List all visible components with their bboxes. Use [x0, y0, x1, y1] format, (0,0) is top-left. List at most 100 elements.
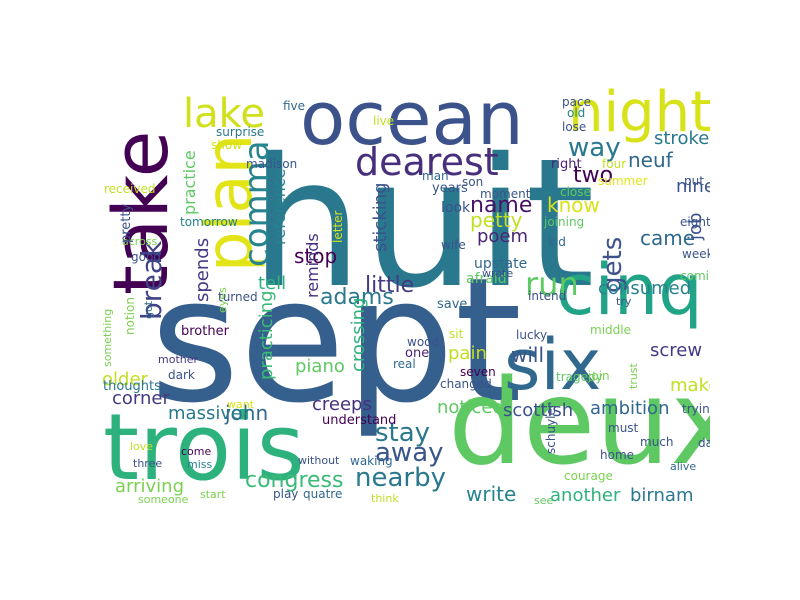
word-mother: mother	[158, 353, 199, 366]
word-dearest: dearest	[355, 140, 499, 184]
word-got: got	[142, 300, 155, 319]
word-tell: tell	[258, 273, 287, 294]
word-pain: pain	[448, 343, 487, 364]
word-tomorrow: tomorrow	[180, 215, 238, 229]
word-practice: practice	[180, 150, 199, 215]
word-day: day	[698, 436, 710, 450]
word-madison: madison	[246, 157, 298, 171]
word-four: four	[602, 157, 627, 171]
word-alive: alive	[670, 460, 697, 473]
word-name: name	[470, 193, 533, 218]
word-arriving: arriving	[115, 476, 185, 497]
word-play: play	[273, 487, 299, 501]
word-without: without	[298, 454, 340, 467]
word-nearby: nearby	[355, 463, 446, 493]
word-across: across	[122, 235, 158, 248]
word-man: man	[422, 169, 449, 183]
word-tragedy: tragedy	[556, 370, 603, 384]
word-pace: pace	[562, 95, 591, 109]
word-moment: moment	[480, 187, 531, 201]
word-pretty: pretty	[119, 203, 134, 243]
word-summer: summer	[598, 174, 648, 188]
word-older: older	[102, 369, 148, 390]
word-trust: trust	[627, 363, 640, 389]
word-john: john	[225, 401, 269, 425]
word-miss: miss	[187, 458, 213, 471]
word-will: will	[511, 343, 545, 367]
word-kid: kid	[548, 235, 566, 249]
word-weeks: weeks	[682, 247, 710, 261]
word-letter: letter	[331, 210, 345, 243]
word-must: must	[608, 421, 639, 435]
word-notion: notion	[123, 297, 137, 335]
word-middle: middle	[590, 323, 631, 337]
word-changed: changed	[440, 377, 492, 391]
word-waking: waking	[350, 454, 393, 468]
word-want: want	[227, 398, 255, 411]
word-live: live	[373, 114, 395, 128]
word-good: good	[131, 250, 161, 264]
word-creeps: creeps	[312, 394, 372, 415]
word-noticed: noticed	[437, 397, 504, 418]
word-quatre: quatre	[303, 487, 343, 501]
word-right: right	[551, 157, 582, 172]
word-trois: trois	[103, 394, 305, 501]
word-spends: spends	[192, 237, 213, 302]
word-massive: massive	[168, 403, 243, 424]
word-look: look	[441, 200, 471, 216]
word-came: came	[640, 226, 696, 250]
word-neuf: neuf	[628, 148, 673, 172]
word-practicing: practicing	[256, 290, 277, 380]
word-something: something	[101, 308, 114, 367]
word-corner: corner	[112, 388, 170, 409]
word-deux: deux	[448, 353, 710, 491]
word-upstate: upstate	[474, 256, 528, 272]
word-stroke: stroke	[654, 128, 710, 149]
word-lose: lose	[562, 120, 587, 134]
word-consumed: consumed	[598, 278, 692, 299]
word-someone: someone	[138, 493, 189, 506]
word-another: another	[550, 485, 621, 506]
word-join: join	[588, 369, 610, 383]
word-dark: dark	[168, 368, 195, 382]
word-afraid: afraid	[466, 271, 507, 287]
word-turned: turned	[218, 290, 258, 304]
word-think: think	[371, 492, 399, 505]
word-courage: courage	[564, 469, 613, 483]
word-five: five	[283, 99, 306, 113]
word-real: real	[393, 357, 416, 371]
word-crossing: crossing	[348, 297, 369, 372]
word-old: old	[567, 106, 586, 120]
word-nine: nine	[676, 176, 710, 197]
word-cinq: cinq	[556, 249, 703, 331]
word-six: six	[504, 324, 602, 406]
word-intend: intend	[528, 289, 567, 303]
word-congress: congress	[245, 468, 344, 493]
word-adams: adams	[320, 285, 394, 310]
word-close: close	[560, 185, 591, 199]
word-night: night	[568, 88, 710, 145]
word-know: know	[547, 193, 600, 217]
word-sept: sept	[150, 240, 523, 441]
word-lucky: lucky	[516, 328, 548, 342]
word-away: away	[375, 438, 444, 468]
word-one: one	[405, 346, 430, 361]
word-three: three	[133, 457, 163, 470]
word-poem: poem	[477, 226, 529, 247]
word-see: see	[534, 494, 554, 507]
word-lake: lake	[183, 91, 265, 137]
word-screw: screw	[650, 340, 703, 361]
word-little: little	[365, 273, 415, 298]
word-joining: joining	[544, 215, 585, 229]
word-way: way	[568, 133, 621, 163]
word-wood: wood	[407, 335, 440, 349]
word-trying: trying	[682, 402, 710, 416]
word-much: much	[640, 435, 674, 449]
word-start: start	[200, 488, 226, 501]
word-stay: stay	[375, 418, 431, 448]
word-birnam: birnam	[630, 485, 694, 506]
word-son: son	[462, 175, 484, 189]
word-show: show	[211, 138, 243, 152]
word-received: received	[104, 182, 156, 196]
word-home: home	[600, 448, 635, 462]
